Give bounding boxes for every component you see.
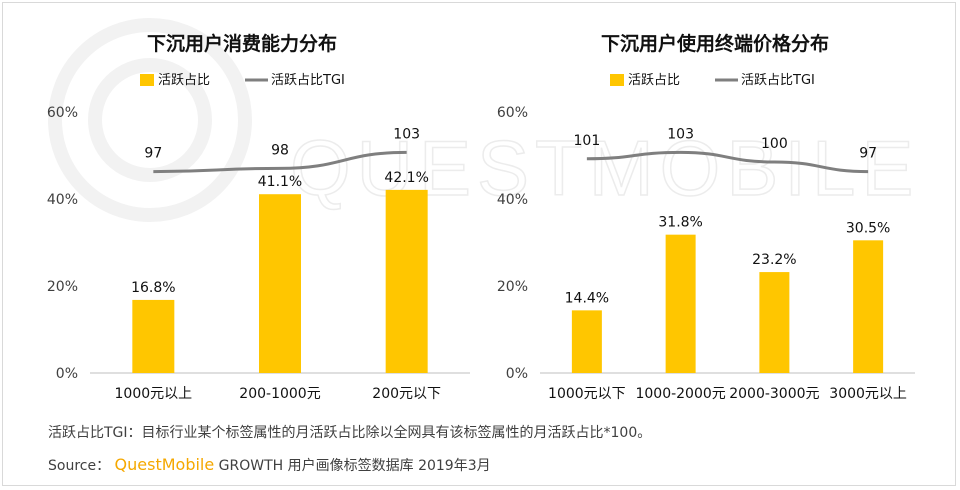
tgi-data-label: 100 (761, 136, 788, 152)
tgi-line (586, 150, 869, 174)
watermark-logo-icon (48, 18, 252, 222)
legend-bar-swatch (610, 74, 624, 86)
bar-data-label: 23.2% (752, 252, 796, 268)
x-tick-label: 200-1000元 (239, 386, 320, 402)
x-tick-label: 1000-2000元 (635, 386, 725, 402)
x-tick-label: 2000-3000元 (729, 386, 819, 402)
y-tick-label: 40% (47, 192, 78, 208)
x-tick-label: 1000元以下 (548, 386, 626, 402)
bar-data-label: 30.5% (846, 220, 890, 236)
bar-data-label: 41.1% (258, 174, 302, 190)
y-tick-label: 20% (47, 279, 78, 295)
tgi-data-label: 103 (393, 126, 420, 142)
tgi-data-label: 97 (144, 146, 162, 162)
y-tick-label: 60% (497, 105, 528, 121)
source-brand: QuestMobile (114, 455, 215, 474)
legend-line-label: 活跃占比TGI (741, 73, 815, 88)
legend-bar-swatch (140, 74, 154, 86)
tgi-line (153, 150, 407, 174)
chart-title: 下沉用户使用终端价格分布 (601, 32, 829, 55)
x-tick-label: 1000元以上 (115, 386, 193, 402)
bar (665, 234, 696, 373)
y-tick-label: 40% (497, 192, 528, 208)
tgi-data-label: 101 (574, 133, 601, 149)
legend-line-label: 活跃占比TGI (271, 73, 345, 88)
bar (259, 194, 301, 373)
bar-data-label: 42.1% (384, 170, 428, 186)
tgi-data-label: 103 (667, 126, 694, 142)
bar-data-label: 31.8% (658, 215, 702, 231)
y-tick-label: 0% (56, 366, 78, 382)
bar (759, 272, 790, 373)
tgi-data-label: 98 (271, 142, 289, 158)
source-rest: GROWTH 用户画像标签数据库 2019年3月 (218, 458, 491, 474)
x-tick-label: 3000元以上 (829, 386, 907, 402)
legend-bar-label: 活跃占比 (628, 73, 680, 88)
bar (571, 310, 602, 373)
y-tick-label: 60% (47, 105, 78, 121)
bar (132, 299, 175, 373)
bar (853, 240, 884, 373)
tgi-data-label: 97 (859, 146, 877, 162)
chart-title: 下沉用户消费能力分布 (147, 32, 337, 55)
bar-data-label: 14.4% (565, 290, 609, 306)
source-prefix: Source： (48, 458, 111, 474)
bar (385, 189, 428, 373)
bar-data-label: 16.8% (131, 280, 175, 296)
y-tick-label: 0% (506, 366, 528, 382)
x-tick-label: 200元以下 (372, 386, 441, 402)
legend-bar-label: 活跃占比 (158, 73, 210, 88)
footnote: 活跃占比TGI：目标行业某个标签属性的月活跃占比除以全网具有该标签属性的月活跃占… (48, 425, 652, 441)
source-line: Source： QuestMobile GROWTH 用户画像标签数据库 201… (48, 455, 491, 475)
y-tick-label: 20% (497, 279, 528, 295)
